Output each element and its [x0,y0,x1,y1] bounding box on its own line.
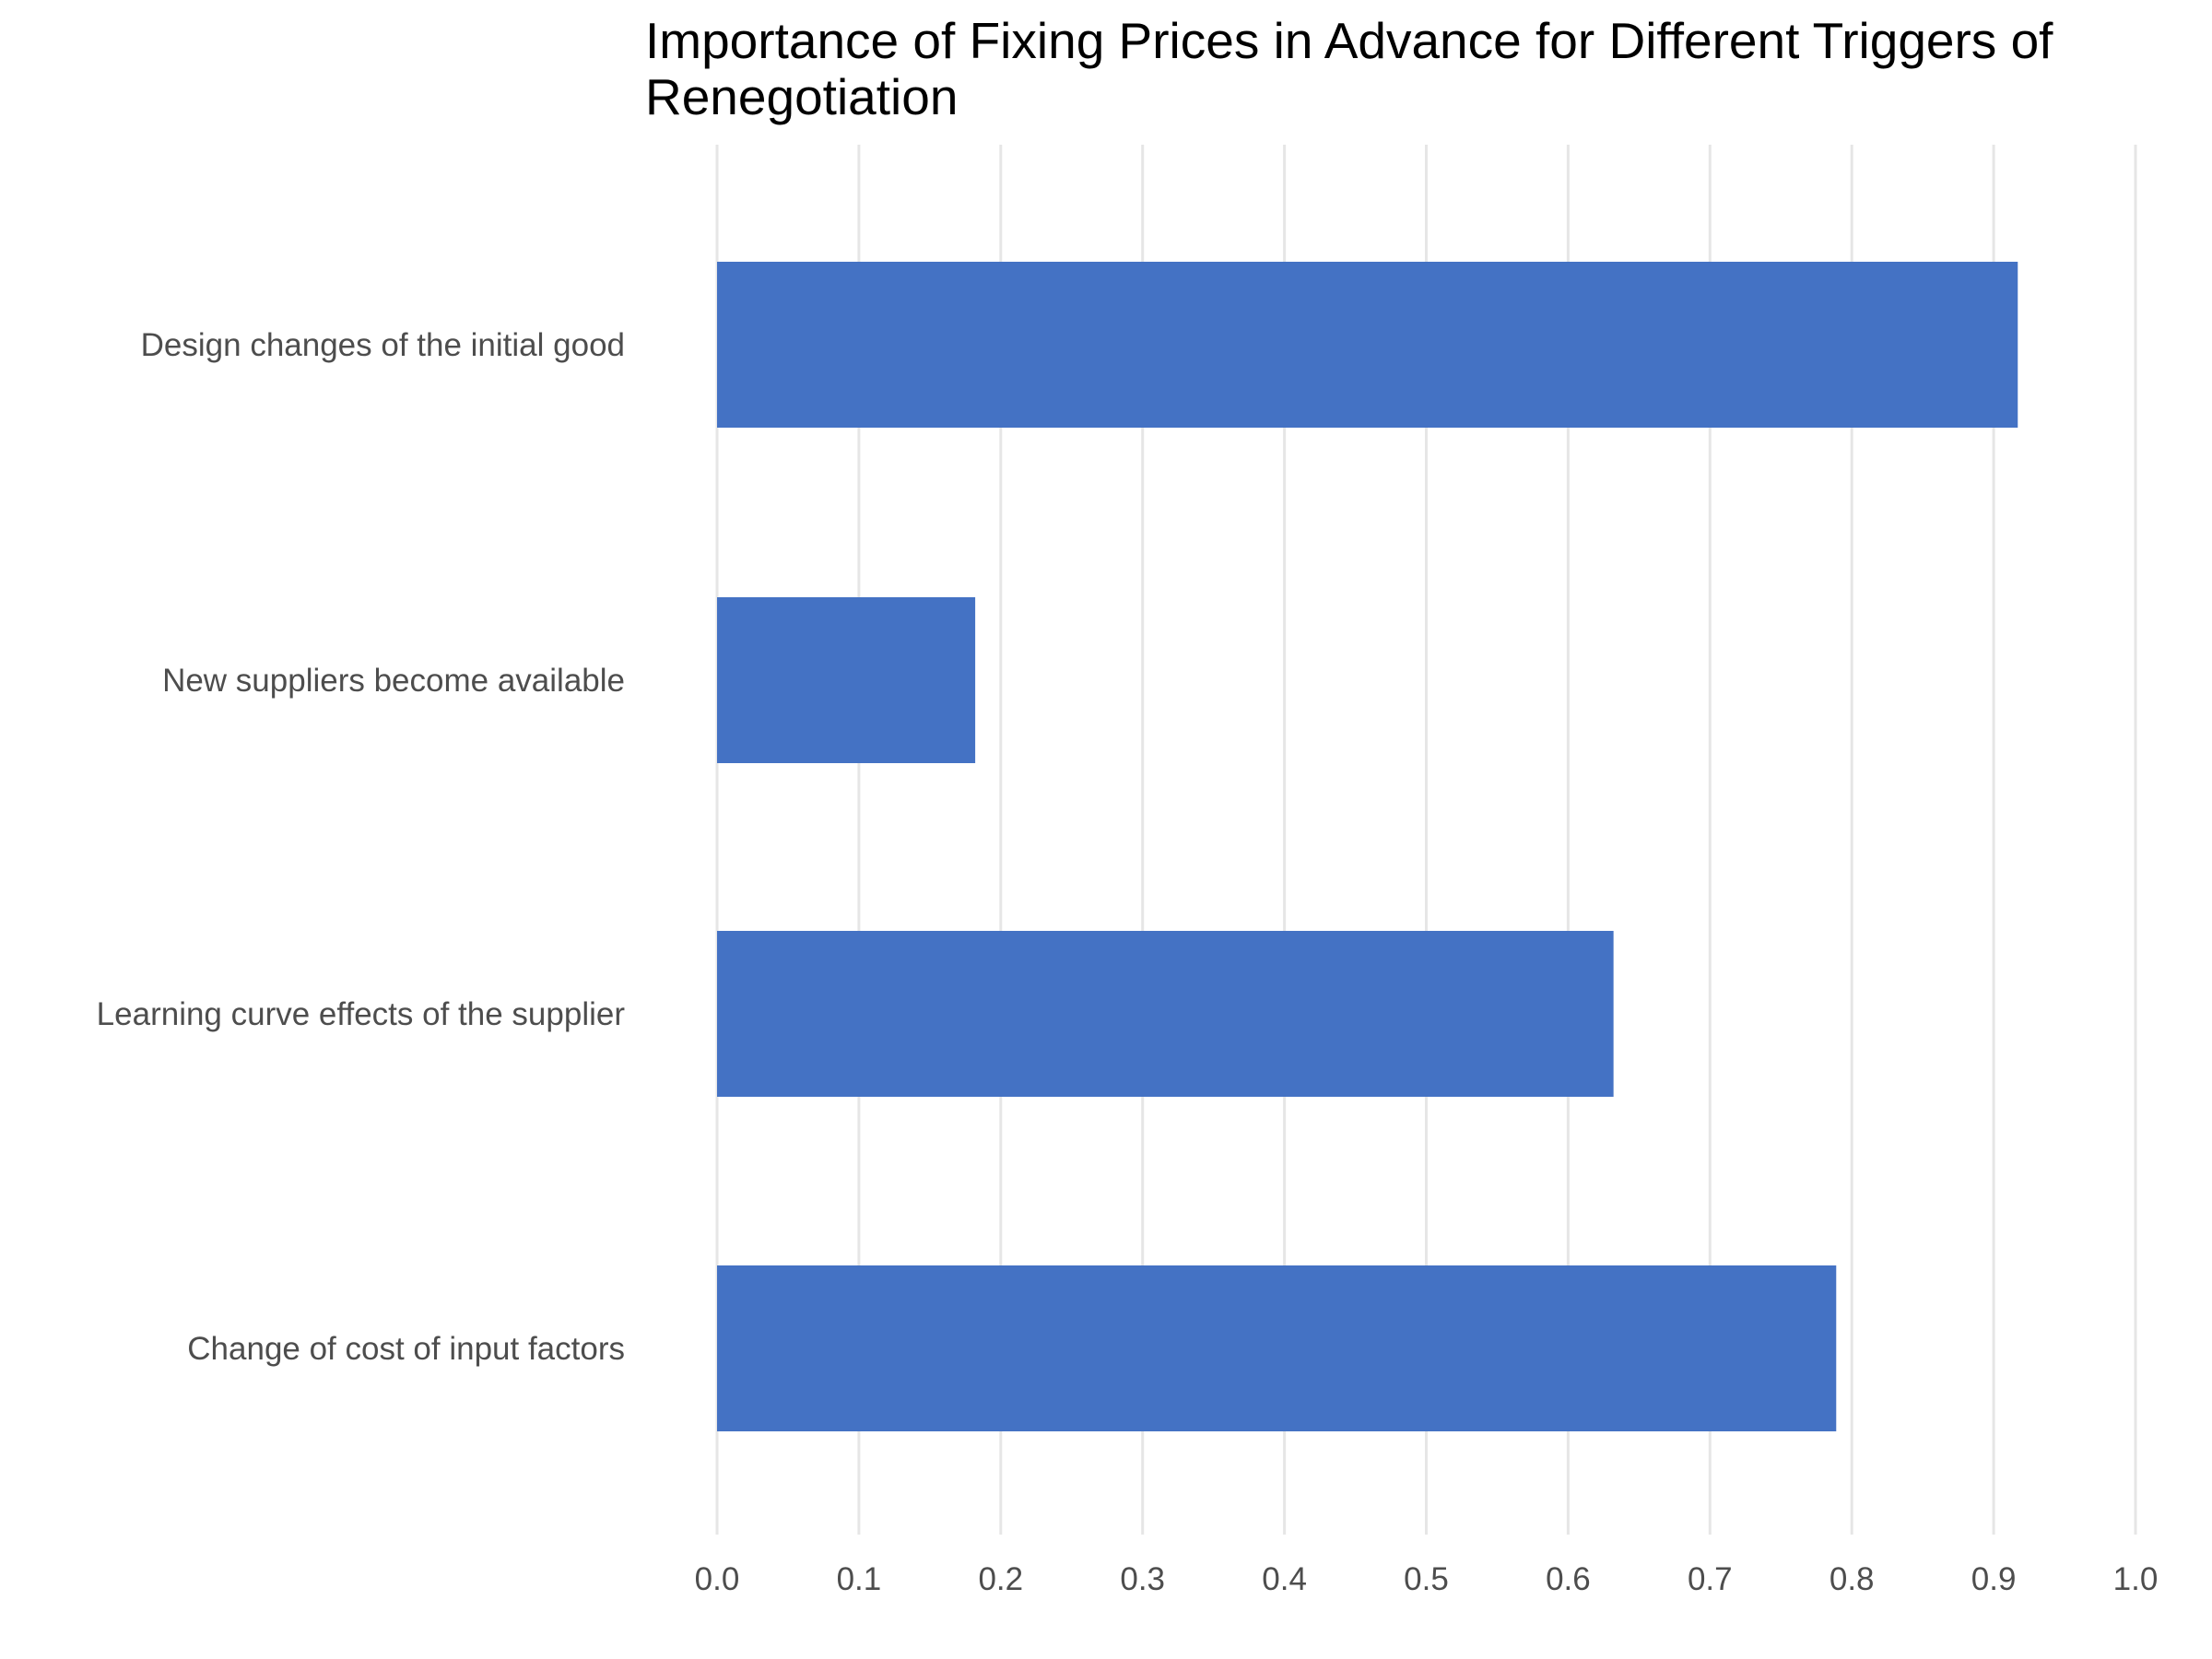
category-label: Learning curve effects of the supplier [97,996,626,1032]
x-tick-label: 1.0 [2113,1561,2159,1597]
x-axis-tick-labels: 0.0 0.1 0.2 0.3 0.4 0.5 0.6 0.7 0.8 0.9 1.0 [695,1561,2159,1597]
x-tick-label: 0.7 [1688,1561,1733,1597]
x-tick-label: 0.1 [837,1561,882,1597]
bars [717,262,2018,1431]
category-label: New suppliers become available [162,663,625,699]
category-label: Change of cost of input factors [187,1331,625,1367]
x-tick-label: 0.4 [1262,1561,1307,1597]
x-tick-label: 0.8 [1830,1561,1875,1597]
category-label: Design changes of the initial good [141,327,625,363]
x-tick-label: 0.6 [1546,1561,1591,1597]
x-tick-label: 0.0 [695,1561,740,1597]
chart-title-line-2: Renegotiation [645,68,958,125]
bar [717,262,2018,428]
x-tick-label: 0.2 [978,1561,1023,1597]
x-tick-label: 0.9 [1971,1561,2017,1597]
bar [717,597,976,763]
bar [717,931,1614,1097]
category-labels: Design changes of the initial good New su… [97,327,626,1367]
x-tick-label: 0.5 [1404,1561,1449,1597]
chart-title: Importance of Fixing Prices in Advance f… [645,12,2053,125]
bar [717,1265,1837,1431]
chart-title-line-1: Importance of Fixing Prices in Advance f… [645,12,2053,69]
x-tick-label: 0.3 [1120,1561,1165,1597]
